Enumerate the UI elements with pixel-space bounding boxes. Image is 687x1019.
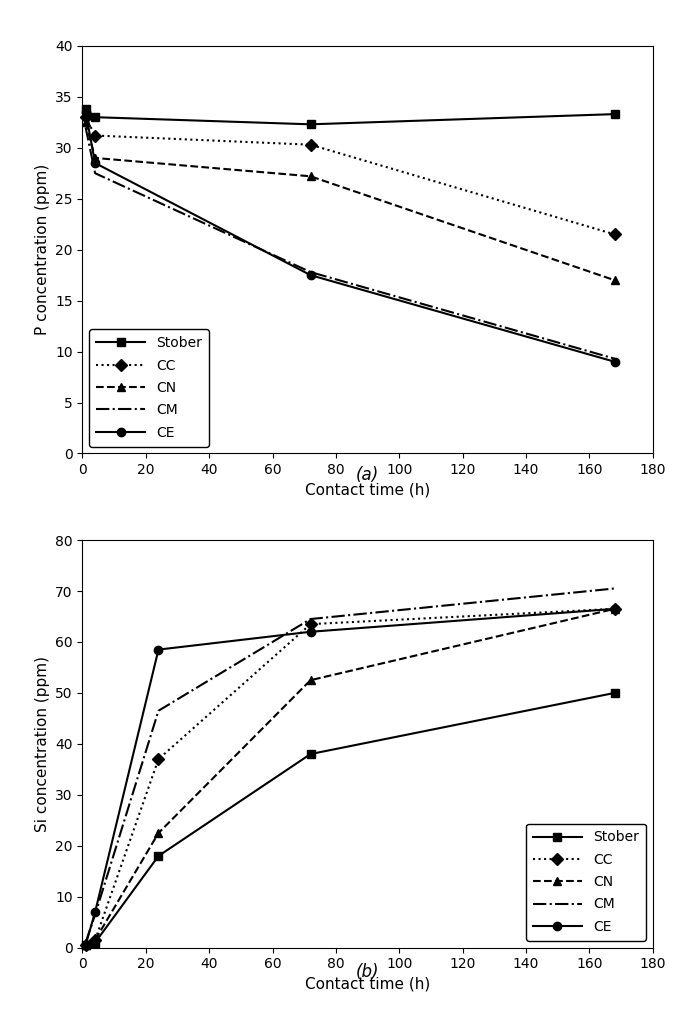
Stober	[306, 748, 315, 760]
Text: (a): (a)	[356, 466, 379, 484]
CE	[155, 644, 163, 656]
Y-axis label: Si concentration (ppm): Si concentration (ppm)	[34, 656, 49, 832]
Stober	[155, 850, 163, 862]
CE	[611, 356, 619, 368]
CE	[306, 269, 315, 281]
CN	[91, 933, 99, 946]
CC	[155, 753, 163, 765]
CC	[306, 618, 315, 630]
CE	[611, 602, 619, 614]
Legend: Stober, CC, CN, CM, CE: Stober, CC, CN, CM, CE	[89, 329, 209, 446]
CN	[82, 116, 90, 128]
CM	[91, 909, 99, 921]
CE	[82, 940, 90, 952]
CN	[306, 170, 315, 182]
Stober	[611, 687, 619, 699]
CE	[306, 626, 315, 638]
Y-axis label: P concentration (ppm): P concentration (ppm)	[34, 164, 49, 335]
Line: CE: CE	[82, 604, 619, 950]
CN	[82, 940, 90, 952]
CM	[306, 266, 315, 278]
CM	[82, 936, 90, 949]
CE	[82, 106, 90, 118]
CE	[91, 906, 99, 918]
CN	[306, 675, 315, 687]
X-axis label: Contact time (h): Contact time (h)	[305, 483, 430, 497]
Line: CN: CN	[82, 604, 619, 950]
CC	[306, 139, 315, 151]
Line: CM: CM	[86, 127, 615, 359]
Stober	[611, 108, 619, 120]
CM	[611, 353, 619, 365]
Stober	[82, 940, 90, 952]
CM	[611, 583, 619, 595]
CC	[611, 228, 619, 240]
Stober	[82, 103, 90, 115]
CN	[91, 152, 99, 164]
CM	[306, 612, 315, 625]
CM	[155, 705, 163, 717]
CN	[611, 274, 619, 286]
CC	[91, 129, 99, 142]
Line: CN: CN	[82, 118, 619, 284]
Line: Stober: Stober	[82, 689, 619, 950]
Stober	[91, 936, 99, 949]
CE	[91, 157, 99, 169]
Line: CC: CC	[82, 604, 619, 950]
Line: CE: CE	[82, 108, 619, 366]
Line: CM: CM	[86, 589, 615, 943]
CN	[155, 827, 163, 840]
CM	[91, 167, 99, 179]
CC	[91, 933, 99, 946]
Text: (b): (b)	[356, 963, 379, 981]
X-axis label: Contact time (h): Contact time (h)	[305, 977, 430, 991]
Stober	[306, 118, 315, 130]
Stober	[91, 111, 99, 123]
CC	[611, 602, 619, 614]
Line: Stober: Stober	[82, 105, 619, 128]
CM	[82, 121, 90, 133]
Legend: Stober, CC, CN, CM, CE: Stober, CC, CN, CM, CE	[526, 823, 646, 941]
CC	[82, 940, 90, 952]
CN	[611, 602, 619, 614]
Line: CC: CC	[82, 113, 619, 238]
CC	[82, 111, 90, 123]
